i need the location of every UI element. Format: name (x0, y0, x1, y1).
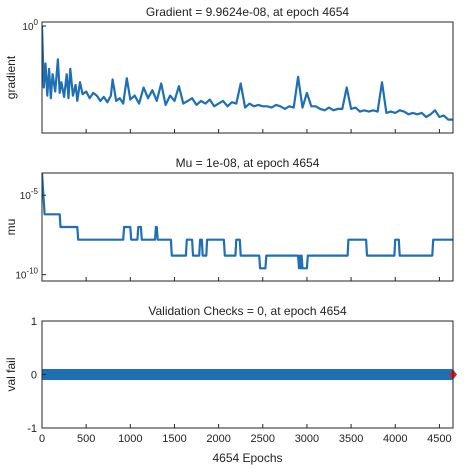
series-line-1 (42, 173, 453, 270)
x-tick-label: 500 (77, 433, 95, 445)
x-tick-label: 1500 (162, 433, 186, 445)
y-tick-label: 0 (31, 370, 37, 382)
x-tick-label: 1000 (118, 433, 142, 445)
x-axis-label: 4654 Epochs (212, 451, 282, 465)
y-axis-label: gradient (4, 55, 18, 99)
x-tick-label: 2500 (251, 433, 275, 445)
subplot-title: Validation Checks = 0, at epoch 4654 (148, 304, 347, 318)
x-tick-label: 4000 (383, 433, 407, 445)
axes-frame (41, 21, 454, 134)
axes-frame (41, 172, 454, 282)
y-tick-label: 10-10 (15, 267, 38, 282)
y-tick-label: 10-5 (20, 187, 39, 202)
series-line-1 (42, 25, 453, 121)
subplot-1: Gradient = 9.9624e-08, at epoch 4654 grad… (4, 5, 454, 134)
x-tick-label: 3000 (295, 433, 319, 445)
y-tick-label: 100 (22, 18, 38, 33)
subplot-title: Mu = 1e-08, at epoch 4654 (176, 156, 320, 170)
subplot-2: Mu = 1e-08, at epoch 4654 mu 10-5 10-10 (4, 156, 454, 282)
y-tick-label: 1 (31, 316, 37, 328)
subplot-3: Validation Checks = 0, at epoch 4654 val … (4, 304, 457, 465)
x-tick-label: 3500 (339, 433, 363, 445)
x-tick-label: 2000 (206, 433, 230, 445)
y-axis-label: val fail (4, 357, 18, 391)
y-tick-label: -1 (27, 423, 37, 435)
x-tick-label: 4500 (427, 433, 451, 445)
y-axis-label: mu (4, 219, 18, 236)
plot-area (42, 173, 453, 270)
subplot-title: Gradient = 9.9624e-08, at epoch 4654 (146, 5, 349, 19)
x-tick-label: 0 (39, 433, 45, 445)
plot-area (42, 25, 453, 121)
